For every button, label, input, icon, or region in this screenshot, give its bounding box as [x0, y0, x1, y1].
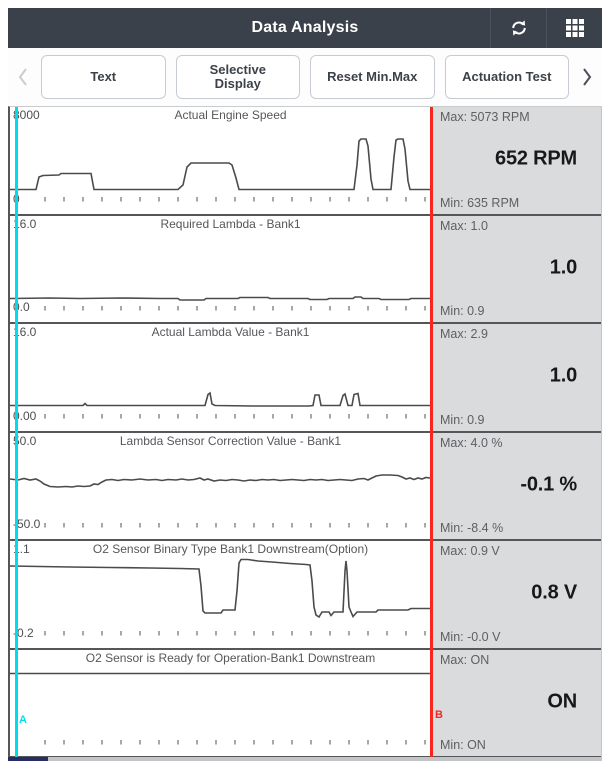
max-value-label: Max: 2.9: [440, 327, 488, 341]
tick-marks: [44, 739, 426, 744]
scrollbar-thumb[interactable]: [8, 757, 48, 761]
waveform-plot[interactable]: Lambda Sensor Correction Value - Bank1 5…: [10, 433, 431, 540]
waveform-line: [10, 473, 431, 488]
cursor-a-label: A: [19, 714, 27, 726]
waveform-plot[interactable]: Actual Engine Speed 8000 0: [10, 107, 431, 214]
current-value: 0.8 V: [531, 581, 577, 604]
waveform-svg: [10, 473, 431, 527]
parameter-title: O2 Sensor Binary Type Bank1 Downstream(O…: [92, 542, 369, 556]
data-graph-panel[interactable]: O2 Sensor is Ready for Operation-Bank1 D…: [10, 649, 601, 758]
app-grid-button[interactable]: [546, 8, 602, 48]
waveform-plot[interactable]: Actual Lambda Value - Bank1 16.0 0.00: [10, 324, 431, 431]
chevron-right-icon: [583, 68, 592, 86]
max-value-label: Max: 4.0 %: [440, 435, 503, 450]
app-grid-icon: [565, 19, 584, 37]
current-value: 1.0: [549, 364, 577, 387]
y-axis-min-label: -0.2: [13, 625, 34, 640]
parameter-title: O2 Sensor is Ready for Operation-Bank1 D…: [85, 650, 376, 665]
max-value-label: Max: ON: [440, 652, 490, 667]
waveform-svg: [10, 295, 431, 310]
panel-stack: Actual Engine Speed 8000 0 Max: 5073 RPM…: [10, 107, 601, 758]
cursor-a-line[interactable]: [15, 107, 18, 757]
data-graph-panel[interactable]: Lambda Sensor Correction Value - Bank1 5…: [10, 432, 601, 541]
value-side-panel: Max: ON ON Min: ON: [431, 649, 601, 756]
parameter-title: Actual Lambda Value - Bank1: [151, 325, 310, 339]
chart-area: Actual Engine Speed 8000 0 Max: 5073 RPM…: [8, 106, 602, 758]
y-axis-max-label: 16.0: [13, 325, 37, 339]
page-title: Data Analysis: [251, 19, 359, 36]
waveform-plot[interactable]: O2 Sensor is Ready for Operation-Bank1 D…: [10, 650, 431, 757]
value-side-panel: Max: 4.0 % -0.1 % Min: -8.4 %: [431, 432, 601, 539]
prev-page-button[interactable]: [10, 56, 36, 98]
y-axis-min-label: 0.00: [13, 408, 37, 423]
max-value-label: Max: 0.9 V: [440, 544, 500, 558]
tick-marks: [44, 631, 426, 636]
data-graph-panel[interactable]: Required Lambda - Bank1 16.0 0.0 Max: 1.…: [10, 215, 601, 324]
min-value-label: Min: 635 RPM: [440, 195, 520, 210]
waveform-plot[interactable]: Required Lambda - Bank1 16.0 0.0: [10, 216, 431, 323]
value-side-panel: Max: 1.0 1.0 Min: 0.9: [431, 215, 601, 322]
current-value: ON: [547, 690, 577, 713]
header-actions: [490, 8, 602, 48]
horizontal-scrollbar[interactable]: [8, 757, 602, 761]
waveform-line: [10, 295, 431, 301]
data-graph-panel[interactable]: Actual Lambda Value - Bank1 16.0 0.00 Ma…: [10, 324, 601, 433]
parameter-title: Lambda Sensor Correction Value - Bank1: [119, 433, 342, 448]
parameter-title: Actual Engine Speed: [174, 108, 287, 122]
waveform-plot[interactable]: O2 Sensor Binary Type Bank1 Downstream(O…: [10, 541, 431, 648]
data-graph-panel[interactable]: O2 Sensor Binary Type Bank1 Downstream(O…: [10, 541, 601, 650]
value-side-panel: Max: 0.9 V 0.8 V Min: -0.0 V: [431, 541, 601, 648]
toolbar: Text Selective Display Reset Min.Max Act…: [8, 48, 602, 106]
text-button[interactable]: Text: [41, 55, 166, 99]
selective-display-button[interactable]: Selective Display: [175, 55, 300, 99]
waveform-svg: [10, 138, 431, 202]
tick-marks: [44, 522, 426, 527]
tick-marks: [44, 197, 426, 202]
waveform-svg: [10, 558, 431, 636]
y-axis-min-label: -50.0: [13, 517, 41, 531]
chevron-left-icon: [18, 68, 27, 86]
waveform-svg: [10, 672, 431, 744]
tick-marks: [44, 414, 426, 419]
actuation-test-button[interactable]: Actuation Test: [444, 55, 569, 99]
min-value-label: Min: ON: [440, 738, 486, 752]
data-analysis-app: Data Analysis: [8, 8, 602, 761]
cursor-b-line[interactable]: [430, 107, 433, 757]
min-value-label: Min: -0.0 V: [440, 629, 501, 644]
reset-minmax-button[interactable]: Reset Min.Max: [310, 55, 435, 99]
y-axis-max-label: 50.0: [13, 433, 37, 448]
max-value-label: Max: 1.0: [440, 218, 488, 233]
min-value-label: Min: 0.9: [440, 304, 485, 318]
refresh-icon: [511, 20, 526, 36]
waveform-line: [10, 138, 431, 191]
parameter-title: Required Lambda - Bank1: [160, 216, 301, 231]
data-graph-panel[interactable]: Actual Engine Speed 8000 0 Max: 5073 RPM…: [10, 107, 601, 216]
refresh-button[interactable]: [490, 8, 546, 48]
value-side-panel: Max: 2.9 1.0 Min: 0.9: [431, 324, 601, 431]
y-axis-max-label: 16.0: [13, 216, 37, 231]
y-axis-max-label: 8000: [13, 108, 40, 122]
waveform-svg: [10, 391, 431, 419]
current-value: 652 RPM: [495, 147, 577, 170]
next-page-button[interactable]: [574, 56, 600, 98]
min-value-label: Min: 0.9: [440, 412, 485, 427]
value-side-panel: Max: 5073 RPM 652 RPM Min: 635 RPM: [431, 107, 601, 214]
waveform-line: [10, 558, 431, 619]
max-value-label: Max: 5073 RPM: [440, 110, 530, 124]
waveform-line: [10, 391, 431, 407]
header-bar: Data Analysis: [8, 8, 602, 48]
min-value-label: Min: -8.4 %: [440, 521, 504, 535]
cursor-b-label: B: [435, 709, 443, 721]
current-value: 1.0: [549, 256, 577, 279]
tick-marks: [44, 305, 426, 310]
current-value: -0.1 %: [520, 473, 577, 496]
